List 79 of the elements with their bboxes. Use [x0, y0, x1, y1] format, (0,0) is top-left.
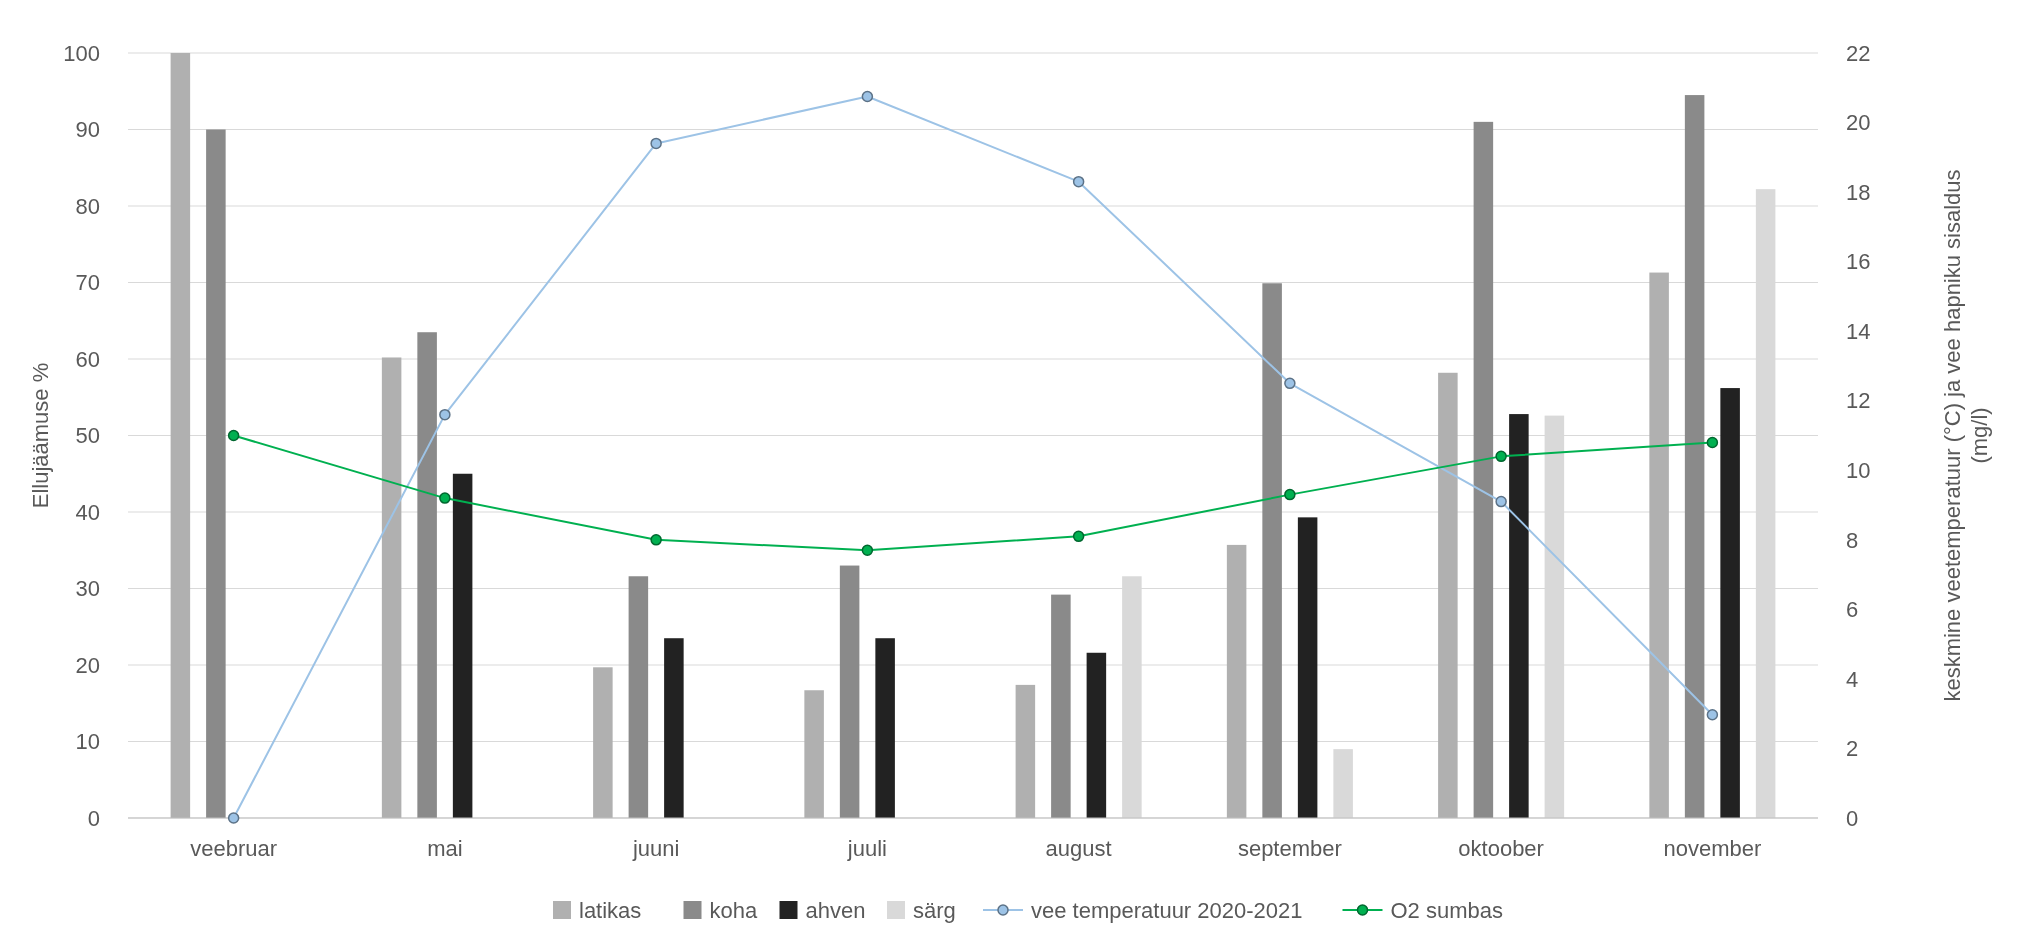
- point: [861, 544, 874, 556]
- y2-tick-label: 16: [1846, 249, 1871, 275]
- point: [439, 408, 451, 421]
- point: [1706, 436, 1719, 449]
- bar: [452, 473, 473, 818]
- y2-tick-label: 2: [1846, 736, 1859, 762]
- legend-label: O2 sumbas: [1390, 897, 1503, 923]
- legend-label: särg: [913, 897, 956, 923]
- bar: [1720, 388, 1740, 818]
- y2-tick-label: 10: [1846, 457, 1871, 483]
- point: [1072, 530, 1085, 543]
- y2-axis-title: keskmine veetemperatuur (°C) ja vee hapniku sisaldus (mg/l): [1939, 169, 1993, 702]
- legend-label: vee temperatuur 2020-2021: [1031, 897, 1303, 923]
- y2-tick-label: 6: [1846, 597, 1859, 623]
- bar: [875, 638, 895, 818]
- bar: [664, 638, 684, 818]
- y-tick-label: 100: [63, 40, 100, 66]
- y-tick-label: 10: [75, 729, 100, 755]
- bar: [206, 129, 226, 818]
- point: [1284, 488, 1296, 501]
- point: [650, 534, 662, 546]
- point: [650, 137, 662, 150]
- y2-tick-label: 12: [1846, 388, 1871, 414]
- x-tick-label: mai: [427, 836, 463, 861]
- y2-tick-label: 22: [1846, 40, 1871, 66]
- bar: [1684, 95, 1705, 818]
- y-tick-label: 70: [75, 270, 100, 296]
- bar: [804, 690, 824, 818]
- point: [861, 90, 874, 103]
- y2-tick-label: 14: [1846, 318, 1871, 344]
- y-tick-label: 50: [75, 423, 100, 449]
- y-tick-label: 80: [75, 193, 100, 219]
- point: [1495, 450, 1507, 463]
- legend-label: latikas: [579, 897, 642, 923]
- bar: [381, 357, 402, 818]
- y2-tick-label: 0: [1846, 805, 1859, 831]
- bar: [1509, 414, 1529, 818]
- y-tick-label: 20: [75, 652, 100, 678]
- x-tick-label: veebruar: [190, 836, 278, 861]
- bar: [1051, 594, 1071, 818]
- bar: [839, 565, 860, 818]
- point: [227, 429, 240, 442]
- bar: [1438, 372, 1458, 818]
- point: [1072, 175, 1085, 188]
- x-tick-label: november: [1663, 836, 1762, 861]
- y2-tick-label: 18: [1846, 179, 1871, 205]
- x-tick-label: august: [1045, 836, 1112, 861]
- y-tick-label: 0: [87, 805, 100, 831]
- x-tick-label: juuli: [846, 836, 887, 861]
- bar: [1649, 272, 1669, 818]
- x-tick-label: september: [1237, 836, 1342, 861]
- legend-label: koha: [709, 897, 758, 923]
- point: [1706, 708, 1719, 721]
- bar: [1015, 684, 1036, 818]
- bar: [417, 332, 437, 818]
- bar: [1473, 121, 1494, 818]
- y-axis-title: Ellujäämuse %: [28, 362, 53, 509]
- x-tick-label: oktoober: [1458, 836, 1544, 861]
- y2-tick-label: 8: [1846, 527, 1859, 553]
- x-tick-label: juuni: [631, 836, 680, 861]
- bar: [1226, 544, 1247, 818]
- y-tick-label: 90: [75, 117, 100, 143]
- point: [1284, 377, 1296, 390]
- point: [439, 492, 451, 504]
- legend-label: ahven: [805, 897, 866, 923]
- point: [227, 812, 240, 824]
- bar: [1262, 283, 1282, 818]
- bar: [1333, 749, 1353, 818]
- bar: [628, 576, 649, 818]
- y-tick-label: 40: [75, 499, 100, 525]
- point: [1495, 495, 1507, 508]
- y-tick-label: 30: [75, 576, 100, 602]
- bar: [1086, 652, 1107, 818]
- bar: [170, 53, 191, 818]
- bar: [593, 667, 613, 818]
- y2-tick-label: 4: [1846, 666, 1859, 692]
- y2-tick-label: 20: [1846, 110, 1871, 136]
- y-tick-label: 60: [75, 346, 100, 372]
- bar: [1297, 517, 1318, 818]
